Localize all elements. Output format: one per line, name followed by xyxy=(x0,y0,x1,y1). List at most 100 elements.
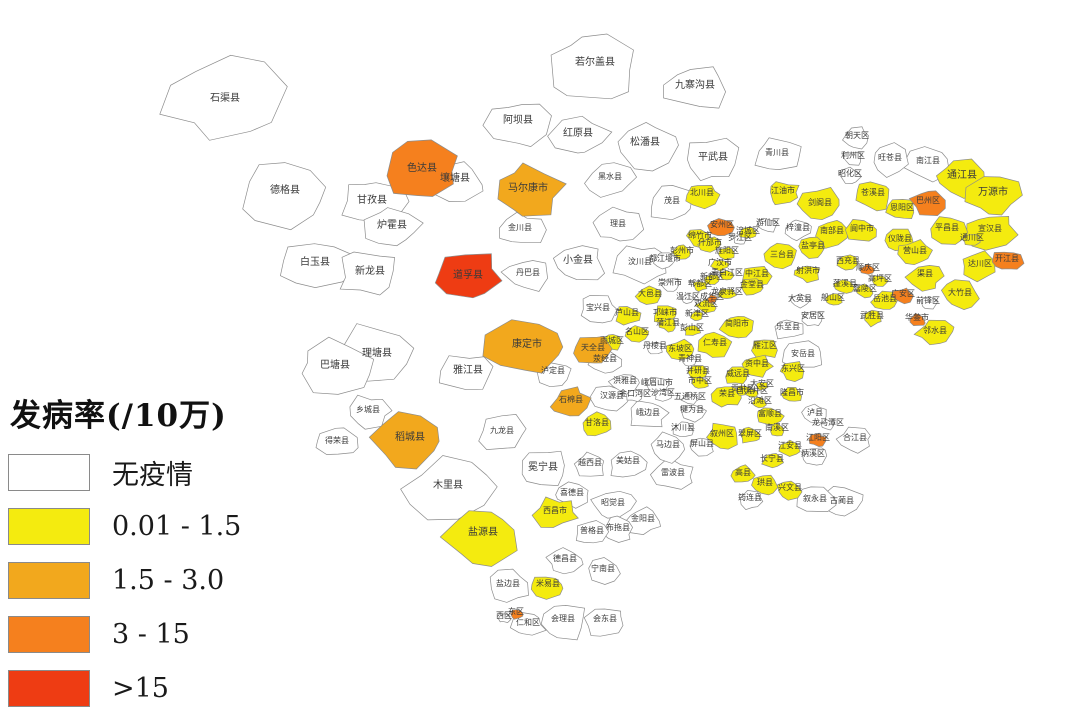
county-region xyxy=(844,219,877,242)
county-label: 巴塘县 xyxy=(320,358,350,371)
county-label: 布拖县 xyxy=(606,522,630,532)
county-region xyxy=(779,361,805,382)
county-label: 沿滩区 xyxy=(748,395,772,405)
county-region xyxy=(872,275,890,287)
county-label: 广安区 xyxy=(891,288,915,298)
county-region xyxy=(751,396,767,409)
county-label: 理县 xyxy=(610,219,626,228)
county-region xyxy=(482,319,564,374)
county-label: 顺庆区 xyxy=(856,262,880,272)
county-label: 合江县 xyxy=(843,432,867,442)
county-label: 绵竹市 xyxy=(688,230,712,240)
county-region xyxy=(592,206,645,242)
county-label: 乐至县 xyxy=(776,321,800,331)
county-label: 越西县 xyxy=(578,457,602,467)
county-region xyxy=(615,306,642,326)
county-region xyxy=(838,166,863,184)
county-label: 广汉市 xyxy=(708,257,732,267)
county-region xyxy=(510,609,524,620)
county-label: 德格县 xyxy=(270,183,300,196)
county-region xyxy=(400,455,498,521)
county-label: 北川县 xyxy=(690,188,714,197)
county-region xyxy=(796,186,840,221)
county-region xyxy=(859,263,875,275)
county-label: 富顺县 xyxy=(758,408,782,418)
county-label: 小金县 xyxy=(563,253,593,266)
county-region xyxy=(650,185,693,221)
county-region xyxy=(159,54,288,141)
county-label: 峨边县 xyxy=(636,407,660,417)
county-region xyxy=(780,387,803,402)
county-label: 九龙县 xyxy=(490,425,514,435)
legend: 发病率(/10万) 无疫情 0.01 - 1.5 1.5 - 3.0 3 - 1… xyxy=(8,390,308,710)
county-region xyxy=(315,427,359,455)
county-region xyxy=(680,391,700,405)
county-label: 蒲江县 xyxy=(656,317,680,327)
county-label: 德昌县 xyxy=(553,553,577,563)
county-label: 大邑县 xyxy=(638,288,662,298)
county-region xyxy=(242,162,327,231)
county-label: 简阳市 xyxy=(725,318,749,328)
county-region xyxy=(582,411,612,437)
county-label: 旺苍县 xyxy=(878,152,902,162)
county-label: 安岳县 xyxy=(791,348,815,358)
county-label: 成华区 xyxy=(700,291,724,301)
county-region xyxy=(763,242,797,270)
county-region xyxy=(661,277,680,292)
county-region xyxy=(891,287,914,305)
county-label: 石棉县 xyxy=(559,394,583,404)
county-label: 金口河区 xyxy=(619,388,651,398)
county-label: 金川县 xyxy=(508,222,532,232)
county-label: 邻水县 xyxy=(923,325,947,335)
legend-item-extreme: >15 xyxy=(8,669,308,707)
county-label: 岳池县 xyxy=(873,293,897,303)
county-label: 红原县 xyxy=(563,126,593,139)
legend-item-mid: 1.5 - 3.0 xyxy=(8,561,308,599)
county-region xyxy=(796,486,837,512)
county-label: 雨城区 xyxy=(600,336,624,345)
county-region xyxy=(719,270,734,281)
county-region xyxy=(707,218,735,236)
county-label: 嘉陵区 xyxy=(853,283,877,293)
county-label: 金堂县 xyxy=(740,279,764,289)
county-region xyxy=(624,325,650,343)
county-label: 高县 xyxy=(735,467,751,477)
county-label: 隆昌市 xyxy=(780,387,804,397)
county-label: 平武县 xyxy=(698,150,728,163)
county-label: 会理县 xyxy=(551,613,575,623)
county-label: 涪城区 xyxy=(736,225,760,235)
county-label: 兴文县 xyxy=(778,482,802,492)
county-region xyxy=(778,439,801,457)
county-region xyxy=(683,325,702,336)
legend-item-none: 无疫情 xyxy=(8,453,308,491)
county-label: 峨眉山市 xyxy=(641,377,673,387)
county-region xyxy=(681,404,707,423)
county-label: 若尔盖县 xyxy=(575,55,615,68)
county-label: 东区 xyxy=(508,606,524,616)
county-label: 江油市 xyxy=(771,185,795,195)
county-region xyxy=(717,288,737,299)
county-label: 井研县 xyxy=(686,365,710,375)
county-label: 都江堰市 xyxy=(649,253,681,263)
legend-swatch-extreme xyxy=(8,669,90,707)
county-region xyxy=(626,390,643,403)
county-region xyxy=(630,400,670,428)
county-label: 青神县 xyxy=(678,353,702,363)
county-region xyxy=(301,336,375,395)
county-region xyxy=(573,336,613,364)
county-label: 南溪区 xyxy=(765,422,789,432)
county-region xyxy=(498,211,547,244)
legend-label-low: 0.01 - 1.5 xyxy=(112,510,242,542)
county-label: 荥经县 xyxy=(593,353,617,363)
county-label: 喜德县 xyxy=(560,487,584,497)
county-region xyxy=(530,576,564,600)
county-label: 泸定县 xyxy=(541,365,565,375)
legend-label-extreme: >15 xyxy=(112,672,169,704)
legend-item-low: 0.01 - 1.5 xyxy=(8,507,308,545)
county-region xyxy=(521,450,565,486)
county-label: 开江县 xyxy=(995,254,1019,263)
county-region xyxy=(482,103,552,147)
county-label: 宝兴县 xyxy=(586,302,610,312)
county-label: 盐源县 xyxy=(468,525,498,538)
county-label: 彭州市 xyxy=(670,245,694,255)
